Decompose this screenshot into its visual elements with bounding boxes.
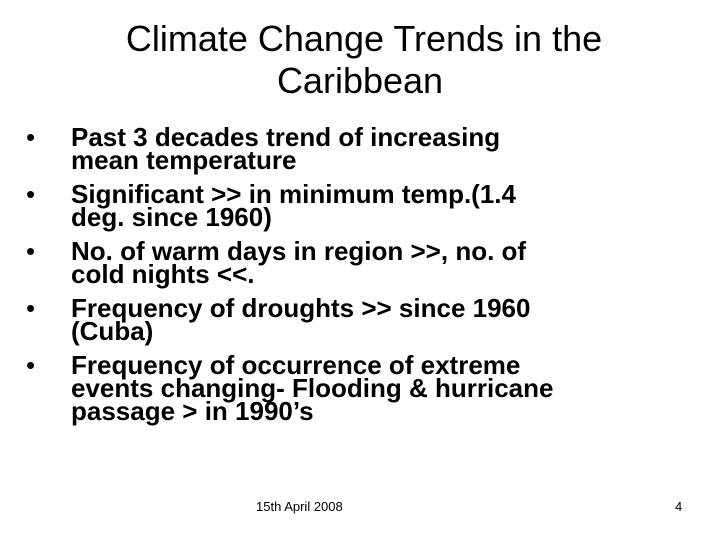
bullet-text-line: Frequency of occurrence of extreme (71, 350, 521, 380)
slide-title-line: Climate Change Trends in the (125, 18, 603, 59)
bullet-text-line: cold nights <<. (71, 259, 255, 289)
bullet-text-line: (Cuba) (71, 316, 154, 346)
bullet-item: • Past 3 decades trend of increasing mea… (0, 122, 720, 175)
bullet-list: • Past 3 decades trend of increasing mea… (0, 122, 720, 434)
bullet-text-line: No. of warm days in region >>, no. of (71, 236, 527, 266)
bullet-text-line: mean temperature (71, 145, 297, 175)
slide-page-number: 4 (675, 499, 683, 514)
footer-date: 15th April 2008 (256, 499, 343, 514)
slide-title-line: Caribbean (276, 60, 444, 101)
bullet-text-line: passage > in 1990’s (71, 396, 314, 426)
slide-title: Climate Change Trends in the Caribbean (0, 18, 720, 102)
bullet-item: • Frequency of droughts >> since 1960 (C… (0, 293, 720, 346)
bullet-text-line: Frequency of droughts >> since 1960 (71, 293, 531, 323)
bullet-item: • Significant >> in minimum temp.(1.4 de… (0, 179, 720, 232)
bullet-text-line: Past 3 decades trend of increasing (71, 122, 501, 152)
bullet-dot-icon: • (26, 350, 36, 380)
bullet-dot-icon: • (26, 179, 36, 209)
bullet-text-line: deg. since 1960) (71, 202, 272, 232)
bullet-text-line: Significant >> in minimum temp.(1.4 (71, 179, 516, 209)
bullet-dot-icon: • (26, 236, 36, 266)
bullet-item: • No. of warm days in region >>, no. of … (0, 236, 720, 289)
bullet-item: • Frequency of occurrence of extreme eve… (0, 350, 720, 426)
bullet-dot-icon: • (26, 293, 36, 323)
bullet-text-line: events changing- Flooding & hurricane (71, 373, 554, 403)
bullet-dot-icon: • (26, 122, 36, 152)
